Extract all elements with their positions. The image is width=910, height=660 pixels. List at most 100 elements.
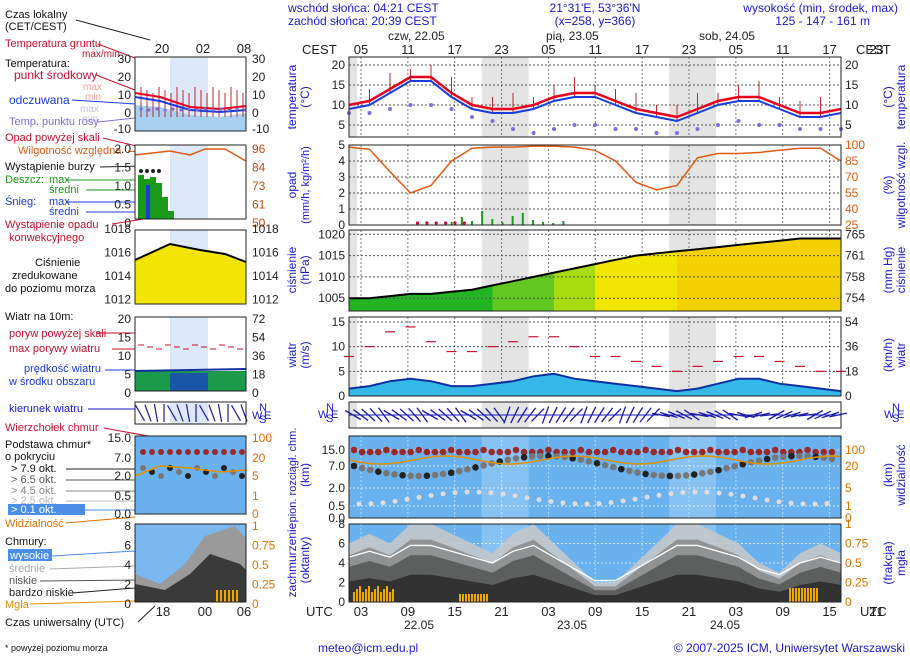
- fog-bar: [371, 592, 373, 602]
- grid-point: (x=258, y=366): [555, 14, 636, 28]
- cloud-top-dot: [407, 448, 415, 456]
- legend-cl-low: niskie: [9, 575, 37, 587]
- wind-arrow: [608, 408, 622, 422]
- rain-bar: [521, 213, 524, 225]
- legend-ground-temp: Temperatura gruntu: [5, 38, 101, 50]
- cloud-top-dot: [366, 448, 374, 456]
- cloud-base-dot-low: [764, 497, 770, 503]
- mini-wind-arrow: [217, 404, 223, 422]
- top-hour-label: 23: [682, 42, 696, 57]
- wind-arrow: [430, 409, 446, 421]
- pressure-area: [779, 238, 800, 311]
- fog-bar: [474, 594, 476, 602]
- rain-bar: [562, 221, 565, 225]
- fog-bar: [795, 588, 797, 602]
- top-hour-label: 23: [869, 42, 883, 57]
- fog-bar: [477, 594, 479, 602]
- svg-text:W: W: [884, 409, 895, 421]
- cloud-base-dot: [626, 467, 633, 475]
- cloud-tick-left: 8: [338, 517, 345, 531]
- cloudbase-right-unit: (km): [881, 463, 895, 487]
- cloud-base-dot: [731, 462, 738, 470]
- mini-cloudtop-dot: [176, 449, 182, 455]
- mini-wind-tick-right: 0: [252, 386, 259, 400]
- storm-dot: [434, 221, 438, 225]
- cloud-base-dot-low: [716, 490, 722, 496]
- mini-wind-tick-left: 0: [124, 386, 131, 400]
- bottom-hour-label: 15: [822, 604, 836, 619]
- humidity-tick-right: 85: [845, 154, 859, 168]
- cloudbase-left-title: pion. rozciągł. chm.: [287, 428, 299, 523]
- fog-tick-right: 0: [845, 595, 852, 609]
- pressure-right-title: ciśnienie: [894, 246, 908, 293]
- cloud-base-dot-low: [620, 498, 626, 504]
- cloud-top-dot: [618, 448, 625, 456]
- legend-wind10: Wiatr na 10m:: [5, 311, 73, 323]
- pressure-area: [636, 253, 657, 311]
- wind-arrow: [361, 408, 376, 422]
- clouds-right-unit: (frakcja): [881, 541, 895, 584]
- wind-arrow: [416, 407, 429, 423]
- wind-arrow: [698, 411, 717, 419]
- cloud-base-dot-low: [584, 501, 590, 507]
- footer-email[interactable]: meteo@icm.edu.pl: [318, 641, 418, 655]
- mini-top-hour: 20: [155, 41, 169, 56]
- cloud-base-dot: [375, 468, 382, 475]
- mini-pressure-tick-right: 1016: [252, 245, 279, 259]
- cloud-base-dot: [366, 466, 374, 474]
- cloud-top-dot: [472, 448, 479, 456]
- mini-cloud-tick-left: 8: [124, 519, 131, 533]
- legend-temperature: Temperatura:: [5, 58, 70, 70]
- mini-ground-area: [135, 105, 246, 131]
- wind-arrow: [377, 407, 390, 423]
- fog-tick-right: 0.25: [845, 576, 869, 590]
- pressure-area: [349, 298, 370, 311]
- wind-right-title: wiatr: [894, 342, 908, 368]
- legend-ground-temp2: max/min: [82, 49, 120, 60]
- mini-fog-bar: [228, 590, 230, 602]
- legend-rain-mean: średni: [49, 184, 79, 196]
- fog-tick-right: 1: [845, 517, 852, 531]
- wind-tick-left: 5: [338, 364, 345, 378]
- wind-arrow: [714, 410, 731, 420]
- mini-bottom-hour: 18: [156, 604, 170, 619]
- mini-temp-tick-right: 30: [252, 52, 266, 66]
- mini-pressure-tick-right: 1014: [252, 269, 279, 283]
- pressure-area: [533, 272, 554, 311]
- dew-point-dot: [490, 119, 495, 123]
- cloud-base-dot-low: [440, 491, 446, 497]
- temp-tick-right: 15: [845, 78, 859, 92]
- storm-dot: [443, 221, 448, 225]
- height-label: wysokość (min, środek, max): [742, 1, 898, 15]
- mini-cbase-tick-left: 7.0: [114, 451, 131, 465]
- mini-cloudtop-dot: [140, 449, 146, 455]
- top-hour-label: 17: [822, 42, 836, 57]
- legend-fog: Mgła: [5, 599, 30, 611]
- pressure-area: [595, 259, 616, 311]
- cloud-base-dot-low: [416, 494, 422, 500]
- dew-point-dot: [593, 123, 597, 127]
- precip-tick-left: 4: [338, 154, 345, 168]
- humidity-tick-right: 25: [845, 218, 859, 232]
- mini-frame-cbase: [134, 435, 247, 515]
- dew-point-dot: [429, 103, 433, 107]
- mini-temp-tick-left: 0: [124, 106, 131, 120]
- dew-point-dot: [757, 123, 761, 127]
- cloud-base-dot: [504, 456, 512, 464]
- fog-tick-right: 0.5: [845, 556, 862, 570]
- mini-precip-tick-left: 0.5: [114, 198, 131, 212]
- cloudbase-right-title: widzialność: [894, 444, 908, 506]
- wind-arrow: [667, 411, 685, 419]
- mini-compass-s: S: [259, 414, 266, 426]
- fog-bar: [359, 586, 361, 602]
- tz-top-right: CEST: [856, 42, 891, 57]
- night-band: [349, 145, 357, 225]
- dew-point-dot: [511, 127, 515, 131]
- dew-point-dot: [531, 131, 536, 135]
- wind-arrow: [783, 411, 801, 419]
- cbase-tick-left: 7.0: [328, 459, 345, 473]
- fog-bar: [486, 594, 488, 602]
- cloud-base-dot-low: [800, 501, 806, 507]
- humidity-tick-right: 55: [845, 186, 859, 200]
- legend-okt01: > 0.1 okt.: [11, 504, 57, 516]
